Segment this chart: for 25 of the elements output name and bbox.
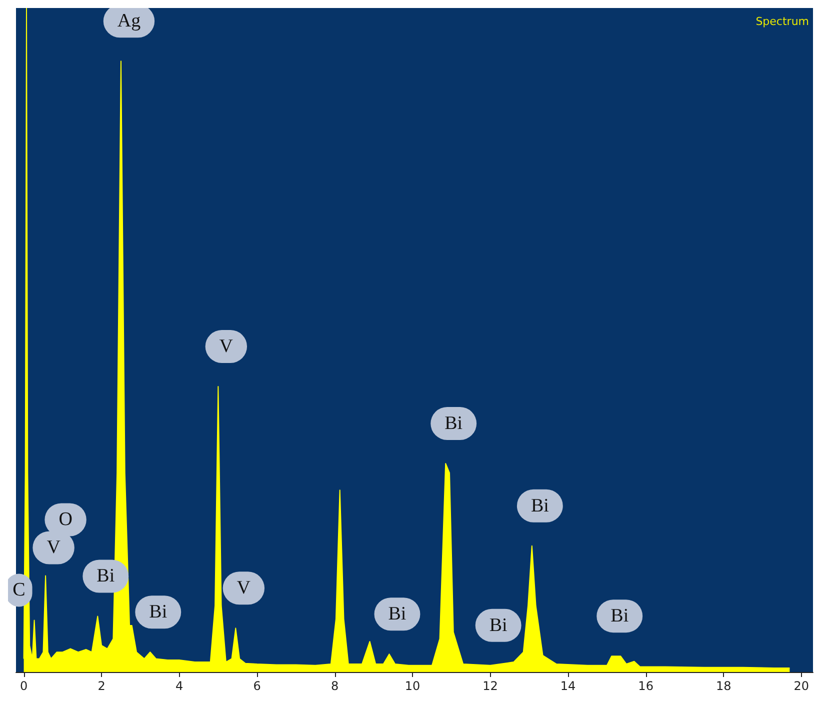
annotation: Bi xyxy=(610,606,629,627)
x-tick-label: 2 xyxy=(98,679,106,693)
x-tick-label: 10 xyxy=(404,679,420,693)
annotation: Bi xyxy=(489,614,508,636)
annotation: C xyxy=(12,580,26,601)
annotation: V xyxy=(219,336,234,357)
annotation: Bi xyxy=(444,413,463,434)
x-tick-label: 16 xyxy=(638,679,654,693)
x-tick-label: 0 xyxy=(20,679,28,693)
annotation: Ag xyxy=(117,10,142,32)
annotation: Bi xyxy=(96,566,115,587)
annotation: Bi xyxy=(530,495,549,516)
annotation: Spectrum xyxy=(756,15,810,28)
annotation: Bi xyxy=(149,602,168,623)
annotation: Bi xyxy=(388,604,406,625)
x-tick-label: 20 xyxy=(794,679,809,693)
annotation: O xyxy=(58,509,72,530)
x-tick-label: 18 xyxy=(716,679,732,693)
annotation: V xyxy=(46,537,61,558)
x-tick-label: 6 xyxy=(253,679,261,693)
x-tick-label: 4 xyxy=(175,679,184,693)
x-tick-label: 12 xyxy=(482,679,498,693)
x-tick-label: 8 xyxy=(330,679,339,693)
annotation: V xyxy=(236,578,251,599)
x-tick-label: 14 xyxy=(560,679,576,693)
